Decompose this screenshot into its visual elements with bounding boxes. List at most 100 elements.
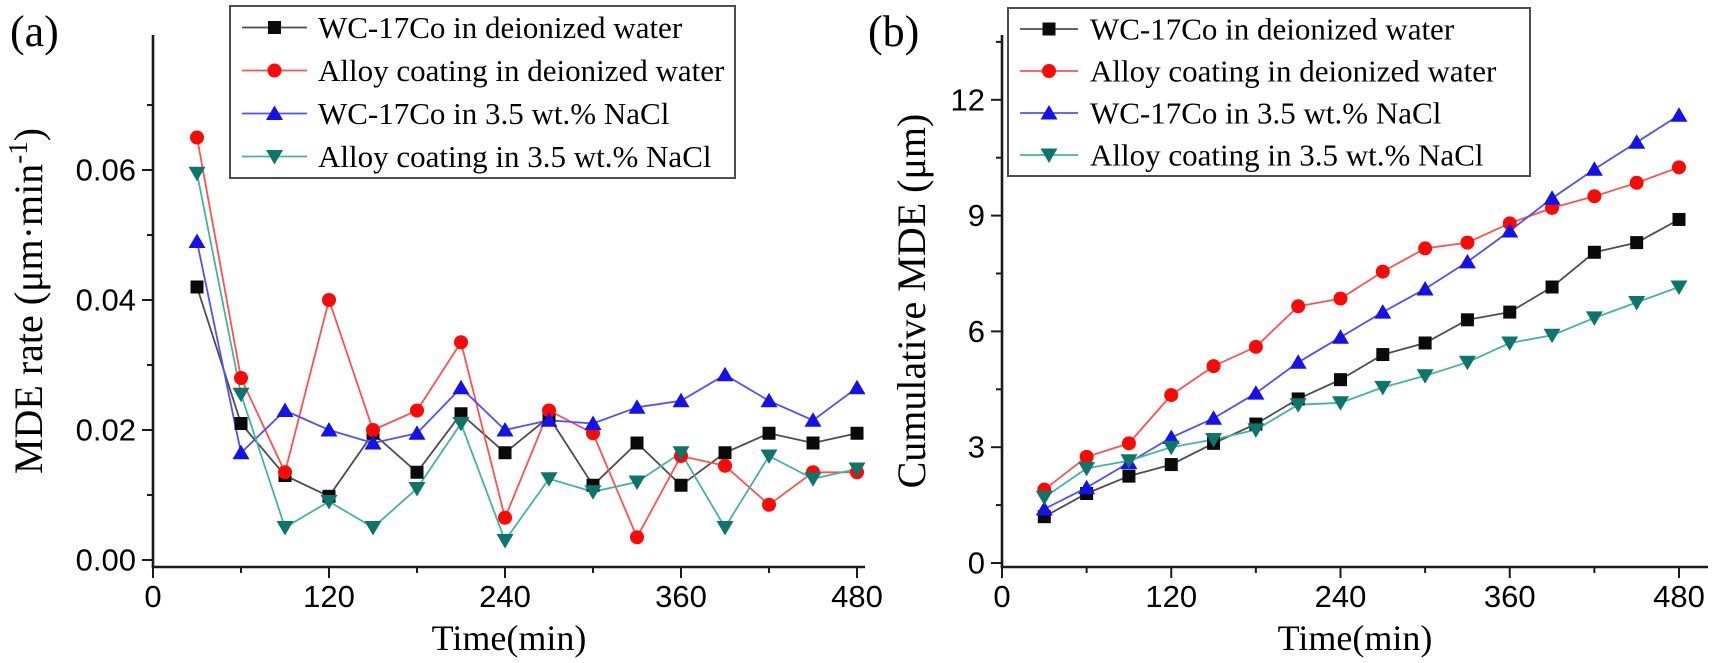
b-series-3-line <box>1043 286 1680 499</box>
a-series-0-point <box>410 465 424 479</box>
b-series-2-point <box>1205 410 1223 425</box>
a-series-2-point <box>848 379 866 395</box>
b-legend-marker <box>1040 105 1058 120</box>
b-series-0-point <box>1545 280 1559 294</box>
a-series-3-point <box>804 472 822 487</box>
a-legend-label: Alloy coating in deionized water <box>318 53 725 88</box>
a-series-2-point <box>716 366 734 382</box>
b-series-3-point <box>1501 336 1519 351</box>
b-series-0-point <box>1460 313 1474 327</box>
a-y-tick-label: 0.02 <box>76 413 136 448</box>
b-series-2-point <box>1501 223 1519 238</box>
b-series-2-point <box>1458 253 1476 269</box>
b-y-tick-label: 6 <box>968 314 985 349</box>
b-y-tick-label: 12 <box>951 82 985 117</box>
a-legend: WC-17Co in deionized water Alloy coating … <box>229 5 736 179</box>
b-series-0-point <box>1587 245 1601 259</box>
b-series-1-line <box>1043 166 1680 491</box>
a-series-3-point <box>496 534 514 549</box>
a-series-2-point <box>496 422 514 437</box>
a-series-1-point <box>630 530 645 545</box>
b-series-1-point <box>1460 235 1475 250</box>
a-y-tick-label: 0.04 <box>76 283 136 318</box>
b-series-0-point <box>1503 305 1517 319</box>
b-series-0-point <box>1122 469 1136 483</box>
b-legend: WC-17Co in deionized water Alloy coating … <box>1007 7 1531 177</box>
b-x-tick-label: 480 <box>1653 579 1705 614</box>
a-legend-label: Alloy coating in 3.5 wt.% NaCl <box>318 139 711 174</box>
a-series-0-point <box>234 417 248 430</box>
b-series-2-point <box>1374 304 1392 319</box>
b-y-tick-label: 0 <box>968 546 985 581</box>
b-series-1-point <box>1079 449 1094 464</box>
a-series-0-point <box>806 436 820 450</box>
a-series-3-point <box>760 449 778 464</box>
a-series-1-point <box>366 423 381 437</box>
a-series-2-point <box>232 444 250 460</box>
b-y-tick-label: 3 <box>968 430 985 465</box>
a-series-2-point <box>276 402 294 417</box>
b-series-3-point <box>1628 295 1646 311</box>
b-legend-label: Alloy coating in deionized water <box>1090 54 1497 89</box>
a-series-3-point <box>232 387 250 403</box>
b-series-2-point <box>1289 354 1307 369</box>
a-series-0-point <box>718 446 732 460</box>
a-series-3-line <box>196 173 858 543</box>
b-legend-marker <box>1040 148 1058 163</box>
a-x-tick-label: 240 <box>479 579 531 614</box>
b-series-3-point <box>1458 355 1476 371</box>
panel-a-x-axis-title: Time(min) <box>432 618 587 658</box>
a-series-0-point <box>630 436 644 450</box>
b-series-3-point <box>1078 461 1096 477</box>
a-series-2-point <box>672 392 690 408</box>
a-series-0-point <box>674 478 688 492</box>
a-series-3-point <box>276 521 294 536</box>
b-x-tick-label: 360 <box>1484 579 1536 614</box>
b-series-1-point <box>1671 160 1686 175</box>
b-series-0-point <box>1376 348 1390 362</box>
b-series-1-point <box>1375 264 1390 279</box>
a-series-1-point <box>234 371 249 385</box>
b-series-1-point <box>1291 299 1306 314</box>
a-series-2-line <box>196 241 858 455</box>
a-series-3-point <box>672 446 690 461</box>
b-series-3-point <box>1162 440 1180 456</box>
b-series-3-point <box>1205 432 1223 448</box>
a-x-tick-label: 480 <box>831 579 883 614</box>
a-series-0-point <box>850 426 864 440</box>
b-series-2-point <box>1331 329 1349 344</box>
panel-a-label: (a) <box>10 7 59 56</box>
b-y-tick-label: 9 <box>968 198 985 233</box>
b-series-3-point <box>1670 280 1688 296</box>
a-y-tick-label: 0.06 <box>76 153 136 188</box>
a-series-3-point <box>584 485 602 500</box>
b-series-2-point <box>1543 190 1561 205</box>
a-series-2-point <box>584 415 602 430</box>
a-series-2-point <box>320 422 338 437</box>
b-series-0-line <box>1043 218 1680 518</box>
b-series-1-point <box>1629 175 1644 190</box>
a-series-1-point <box>718 458 733 473</box>
a-series-3-point <box>364 521 382 536</box>
a-series-1-point <box>322 293 337 307</box>
b-series-1-point <box>1206 359 1221 374</box>
b-series-1-point <box>1333 291 1348 306</box>
b-series-1-point <box>1418 241 1433 256</box>
b-series-3-point <box>1416 369 1434 384</box>
b-series-0-point <box>1630 236 1644 250</box>
b-series-2-point <box>1078 479 1096 495</box>
b-series-0-point <box>1164 458 1178 472</box>
b-legend-label: Alloy coating in 3.5 wt.% NaCl <box>1090 138 1483 173</box>
a-series-0-line <box>196 286 858 498</box>
a-legend-marker <box>267 63 282 78</box>
a-series-2-point <box>408 425 426 440</box>
b-series-2-point <box>1416 280 1434 296</box>
b-series-2-line <box>1043 114 1680 510</box>
b-series-2-point <box>1247 385 1265 400</box>
a-series-1-point <box>498 510 513 525</box>
panel-b-y-axis-title: Cumulative MDE (μm) <box>889 114 934 489</box>
b-legend-marker <box>1042 64 1056 78</box>
